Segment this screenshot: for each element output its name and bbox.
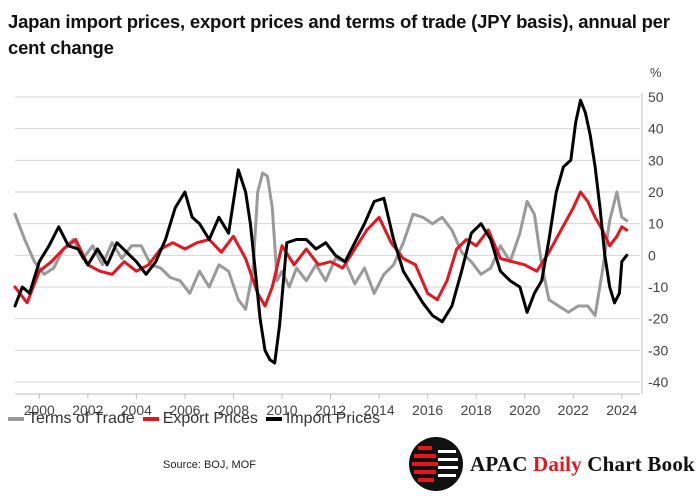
x-tick-label: 2014 (363, 402, 394, 418)
legend-label-import-prices: Import Prices (285, 410, 381, 427)
x-tick-label: 2018 (461, 402, 492, 418)
legend-swatch-import-prices (265, 417, 282, 421)
x-tick-label: 2002 (72, 402, 103, 418)
y-tick-label: 50 (648, 89, 664, 105)
legend-label-terms-of-trade: Terms of Trade (28, 410, 135, 427)
brand: APAC Daily Chart Book (408, 436, 695, 492)
export-prices-line (13, 190, 629, 308)
x-tick-label: 2008 (218, 402, 249, 418)
brand-name-part1: APAC (470, 451, 534, 476)
chart-title: Japan import prices, export prices and t… (8, 11, 670, 58)
y-tick-label: 20 (648, 184, 664, 200)
legend-label-export-prices: Export Prices (162, 410, 258, 427)
y-axis-unit-label: % (650, 65, 662, 80)
x-tick-label: 2000 (24, 402, 55, 418)
x-tick-label: 2012 (315, 402, 346, 418)
source-note: Source: BOJ, MOF (163, 459, 256, 471)
y-tick-label: -40 (648, 374, 668, 390)
y-tick-label: 0 (648, 247, 656, 263)
legend-item-export-prices: Export Prices (142, 410, 258, 428)
x-tick-label: 2006 (169, 402, 200, 418)
y-tick-label: -10 (648, 279, 668, 295)
x-tick-label: 2020 (509, 402, 540, 418)
brand-name-accent: Daily (533, 451, 582, 476)
import-prices-line (13, 98, 629, 365)
legend-swatch-terms-of-trade (8, 417, 24, 421)
x-tick-label: 2016 (412, 402, 443, 418)
brand-name: APAC Daily Chart Book (470, 452, 695, 477)
x-tick-label: 2010 (266, 402, 297, 418)
y-tick-label: 40 (648, 121, 664, 137)
legend: Terms of Trade Export Prices Import Pric… (8, 410, 388, 428)
legend-item-import-prices: Import Prices (265, 410, 381, 428)
terms-of-trade-line (13, 171, 629, 317)
x-tick-label: 2022 (558, 402, 589, 418)
x-tick-label: 2004 (121, 402, 152, 418)
brand-logo-icon (409, 437, 463, 491)
y-tick-label: 30 (648, 152, 664, 168)
y-tick-label: -30 (648, 342, 668, 358)
legend-swatch-export-prices (142, 417, 159, 421)
brand-name-part3: Chart Book (581, 451, 695, 476)
y-tick-label: -20 (648, 311, 668, 327)
y-tick-label: 10 (648, 216, 664, 232)
legend-item-terms-of-trade: Terms of Trade (8, 410, 135, 428)
x-tick-label: 2024 (606, 402, 637, 418)
